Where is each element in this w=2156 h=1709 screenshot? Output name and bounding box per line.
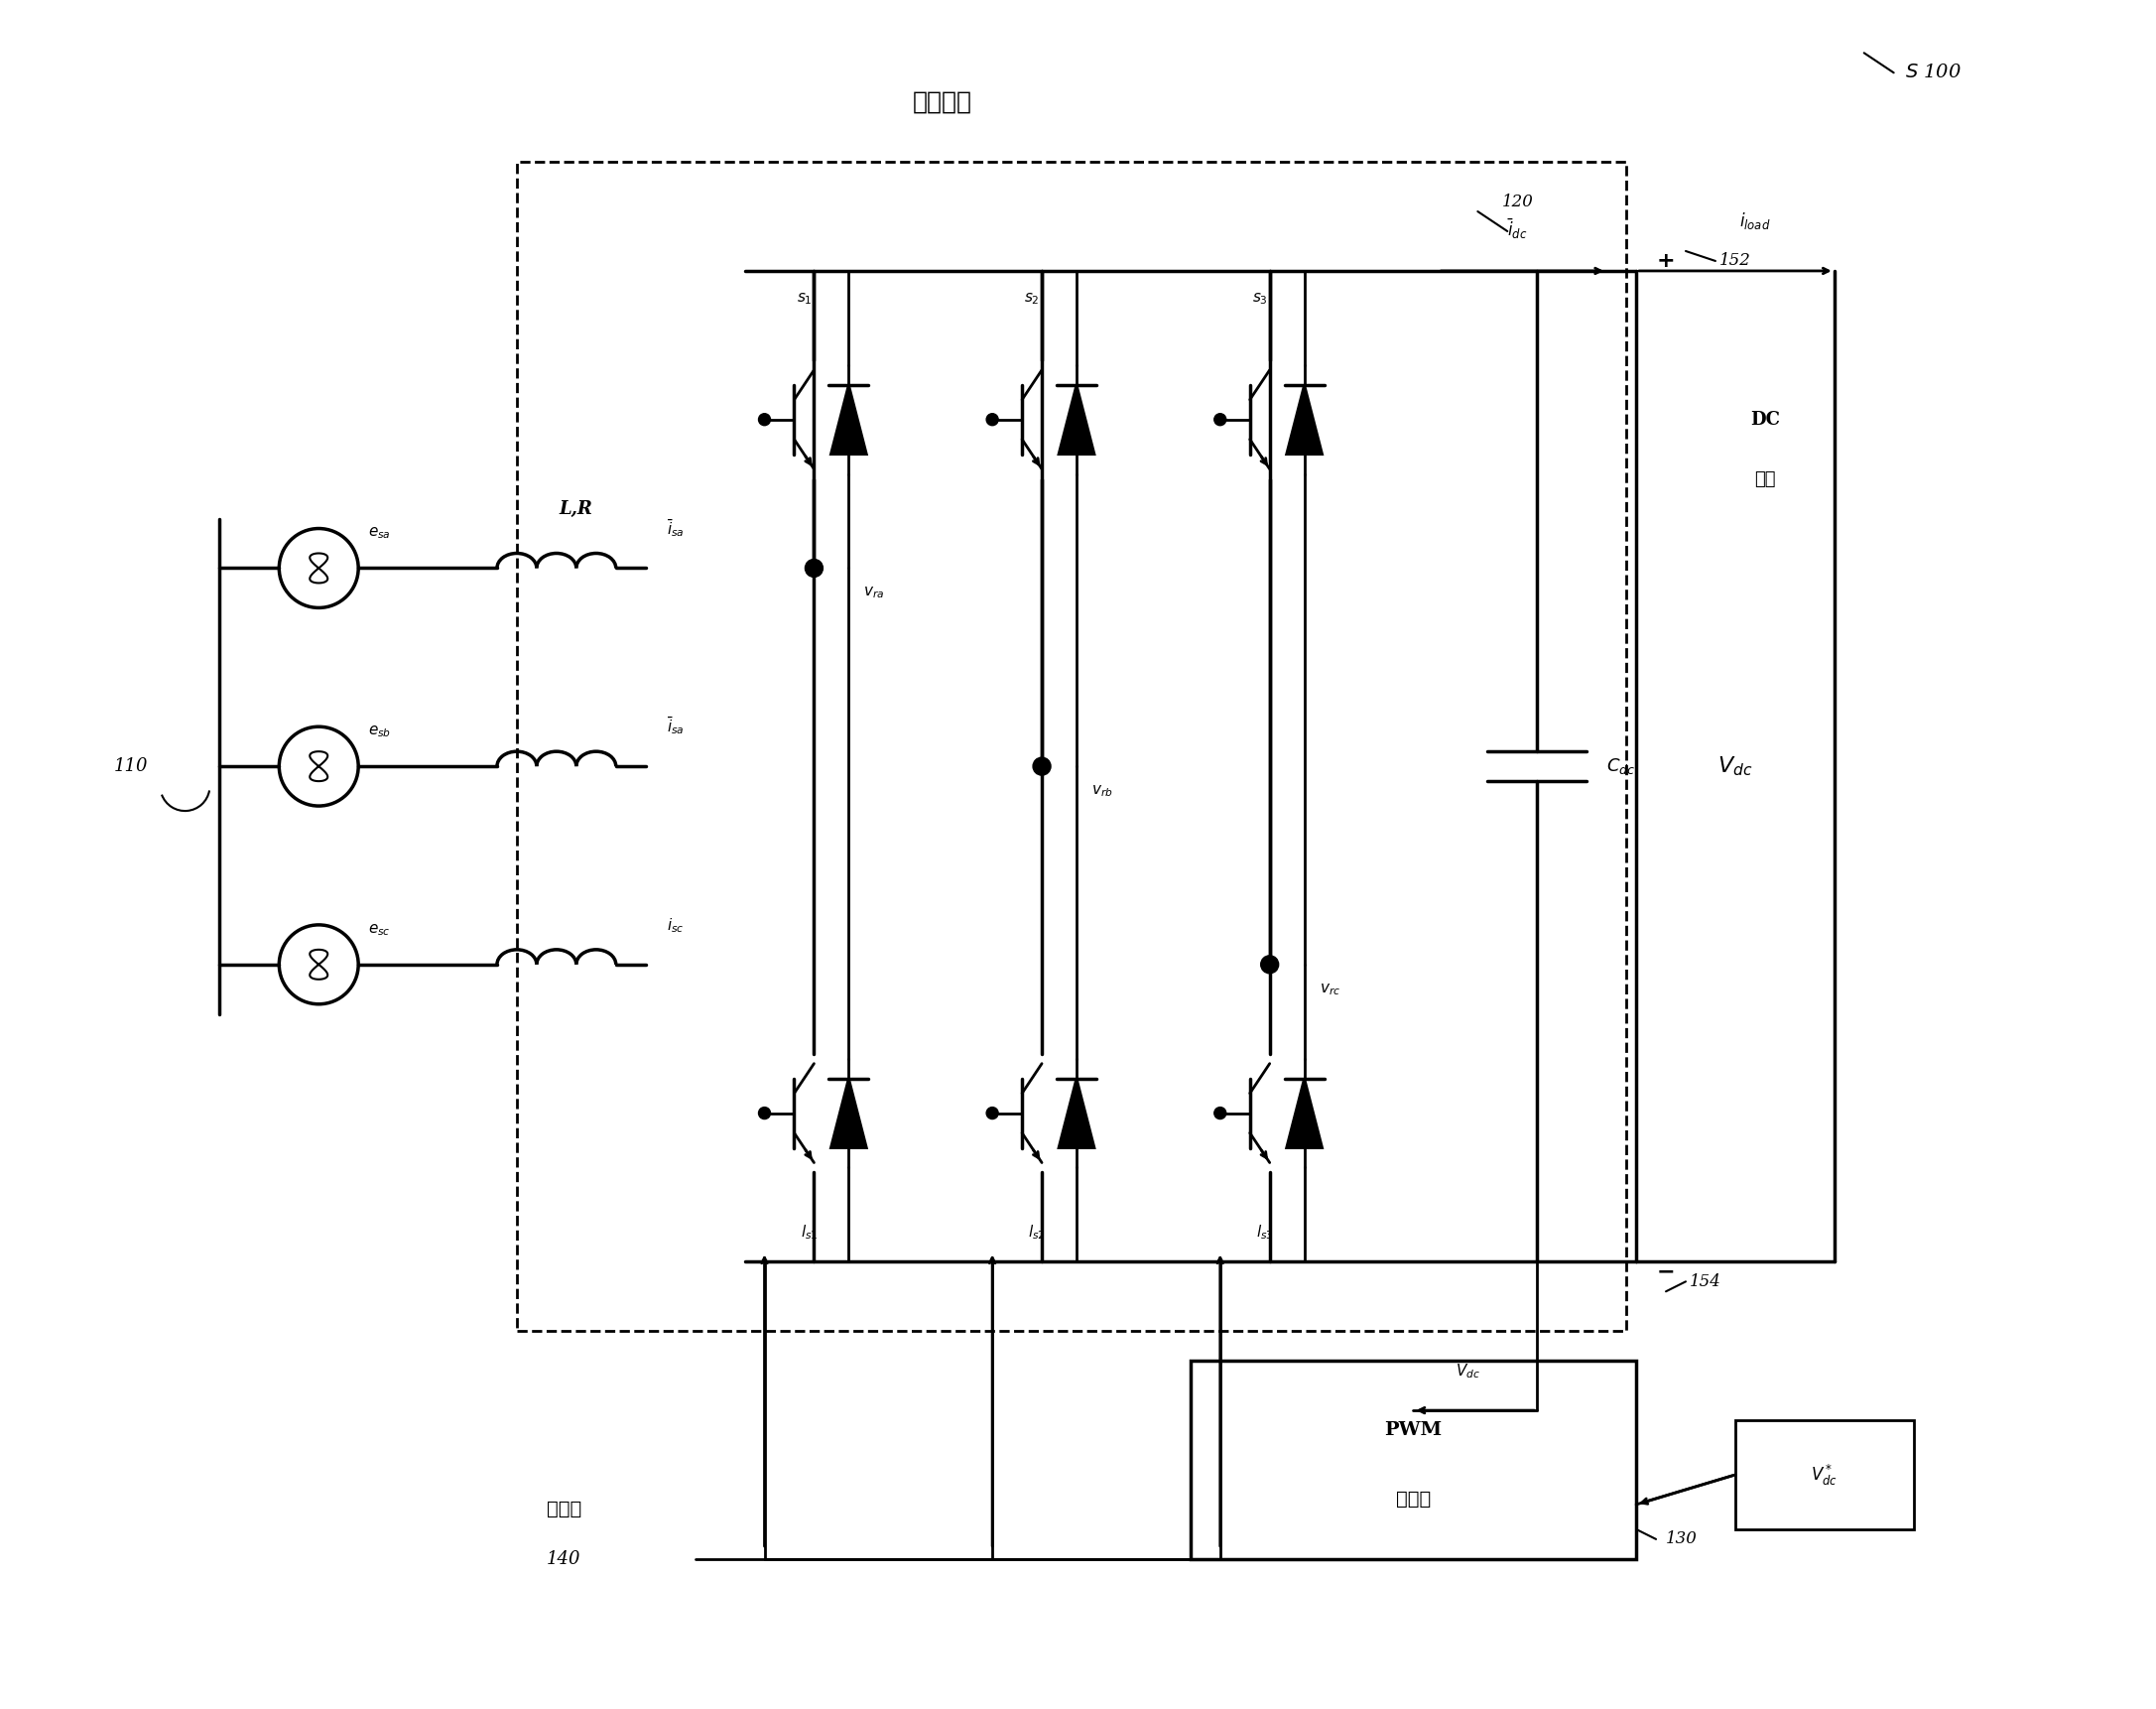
Text: $C_{dc}$: $C_{dc}$ xyxy=(1606,757,1636,776)
Text: $V_{dc}$: $V_{dc}$ xyxy=(1718,755,1753,778)
Text: 110: 110 xyxy=(114,757,147,776)
Text: −: − xyxy=(1656,1261,1675,1282)
Text: $\bar{i}_{sa}$: $\bar{i}_{sa}$ xyxy=(666,714,683,737)
Text: $i_{load}$: $i_{load}$ xyxy=(1740,210,1770,231)
Circle shape xyxy=(1214,414,1227,426)
Circle shape xyxy=(987,1107,998,1119)
Text: 门信号: 门信号 xyxy=(548,1501,582,1518)
Polygon shape xyxy=(1287,1078,1322,1148)
Circle shape xyxy=(987,414,998,426)
Circle shape xyxy=(1033,757,1050,776)
Text: $s_3$: $s_3$ xyxy=(1253,291,1268,306)
Text: 120: 120 xyxy=(1501,193,1533,210)
Circle shape xyxy=(1261,955,1279,974)
Bar xyxy=(1190,1360,1636,1559)
Polygon shape xyxy=(1059,385,1095,455)
Text: DC: DC xyxy=(1751,410,1781,429)
Polygon shape xyxy=(830,385,867,455)
Text: $e_{sb}$: $e_{sb}$ xyxy=(369,725,390,740)
Text: 控制器: 控制器 xyxy=(1395,1490,1432,1509)
Text: $e_{sc}$: $e_{sc}$ xyxy=(369,923,390,938)
Circle shape xyxy=(759,1107,770,1119)
Polygon shape xyxy=(1287,385,1322,455)
Text: $s_1$: $s_1$ xyxy=(796,291,813,306)
Text: $V_{dc}$: $V_{dc}$ xyxy=(1455,1362,1481,1381)
Bar xyxy=(517,162,1626,1331)
Text: 母线: 母线 xyxy=(1755,470,1777,487)
Text: $\mathit{S}$ 100: $\mathit{S}$ 100 xyxy=(1906,63,1962,82)
Circle shape xyxy=(1214,1107,1227,1119)
Circle shape xyxy=(759,414,770,426)
Text: PWM: PWM xyxy=(1384,1422,1442,1439)
Text: $\bar{i}_{sa}$: $\bar{i}_{sa}$ xyxy=(666,516,683,538)
Text: 130: 130 xyxy=(1667,1531,1697,1548)
Bar xyxy=(1736,1420,1915,1530)
Text: 152: 152 xyxy=(1720,253,1751,270)
Text: $\bar{i}_{dc}$: $\bar{i}_{dc}$ xyxy=(1507,217,1526,241)
Text: $v_{ra}$: $v_{ra}$ xyxy=(865,584,884,600)
Text: +: + xyxy=(1656,251,1675,272)
Polygon shape xyxy=(1059,1078,1095,1148)
Text: $l_{s3}$: $l_{s3}$ xyxy=(1257,1224,1274,1242)
Circle shape xyxy=(804,559,824,578)
Text: $l_{s2}$: $l_{s2}$ xyxy=(1028,1224,1046,1242)
Text: $v_{rb}$: $v_{rb}$ xyxy=(1091,783,1112,798)
Text: $l_{s1}$: $l_{s1}$ xyxy=(800,1224,817,1242)
Text: L,R: L,R xyxy=(558,499,593,518)
Text: $V_{dc}^*$: $V_{dc}^*$ xyxy=(1811,1463,1837,1487)
Polygon shape xyxy=(830,1078,867,1148)
Text: $i_{sc}$: $i_{sc}$ xyxy=(666,916,683,935)
Text: $s_2$: $s_2$ xyxy=(1024,291,1039,306)
Text: 140: 140 xyxy=(548,1550,580,1567)
Text: 154: 154 xyxy=(1690,1273,1720,1290)
Text: 现有技术: 现有技术 xyxy=(912,91,972,115)
Text: $e_{sa}$: $e_{sa}$ xyxy=(369,526,390,542)
Text: $v_{rc}$: $v_{rc}$ xyxy=(1319,981,1341,996)
